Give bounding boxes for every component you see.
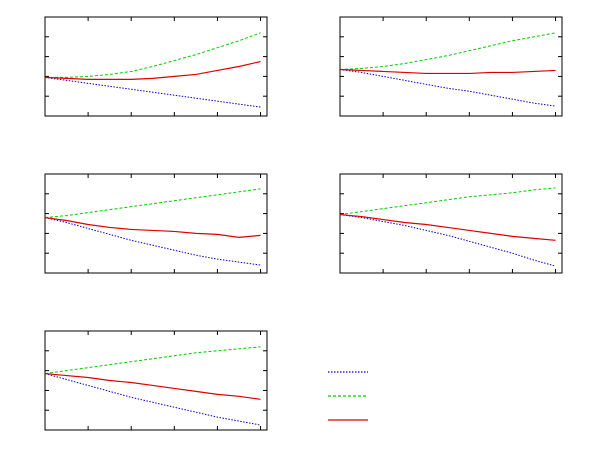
plot-frame bbox=[44, 173, 268, 274]
series-line bbox=[44, 372, 261, 400]
series-line bbox=[44, 60, 261, 80]
plot-frame bbox=[339, 16, 563, 117]
series-line bbox=[339, 68, 556, 107]
series-line bbox=[44, 216, 261, 238]
series-line bbox=[44, 346, 261, 375]
plot-frame bbox=[44, 330, 268, 431]
series-line bbox=[45, 32, 261, 78]
series-line bbox=[339, 68, 556, 75]
series-line bbox=[44, 188, 261, 219]
plot-frame bbox=[339, 173, 563, 274]
series-line bbox=[44, 373, 261, 426]
series-line bbox=[44, 76, 261, 108]
series-line bbox=[44, 217, 261, 266]
plot-frame bbox=[44, 16, 268, 117]
series-line bbox=[339, 32, 556, 70]
series-line bbox=[339, 187, 556, 216]
series-line bbox=[339, 214, 556, 267]
series-line bbox=[339, 213, 556, 241]
